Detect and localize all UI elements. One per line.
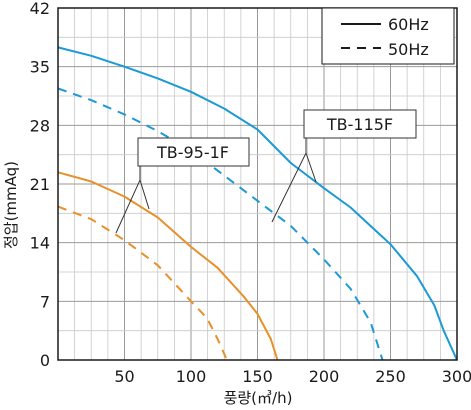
callout-label-tb-115f: TB-115F [326,115,393,134]
curve-tb-115f-50hz [57,87,384,361]
callout-label-tb-95-1f: TB-95-1F [156,143,229,162]
curve-tb-115f-60hz [57,46,458,361]
x-tick-label: 150 [242,367,273,386]
callout-box-tb-95-1f [137,137,250,167]
legend-label-50hz: 50Hz [388,40,429,59]
plot-border [57,7,458,361]
x-tick-label: 250 [375,367,406,386]
x-tick-label: 200 [309,367,340,386]
y-tick-label: 35 [30,58,50,77]
y-tick-label: 0 [40,351,50,370]
y-tick-label: 7 [40,292,50,311]
x-tick-label: 100 [176,367,207,386]
curve-tb-95-1f-50hz [57,205,228,361]
y-tick-label: 28 [30,116,50,135]
y-tick-label: 21 [30,175,50,194]
x-axis-label: 풍량(㎥/h) [224,389,293,407]
curve-tb-95-1f-60hz [57,171,279,361]
x-tick-label: 300 [442,367,471,386]
y-axis-label: 정압(mmAq) [2,161,20,249]
callout-leader-tb-115f [271,151,317,223]
callout-leader-tb-95-1f [115,178,150,234]
y-tick-labels: 0 7 14 21 28 35 42 [30,0,50,370]
y-tick-label: 42 [30,0,50,18]
callout-tb-95-1f: TB-95-1F [115,137,250,234]
x-tick-label: 50 [114,367,134,386]
y-tick-label: 14 [30,234,50,253]
legend: 60Hz 50Hz [321,7,455,65]
legend-label-60hz: 60Hz [388,15,429,34]
x-tick-labels: 50 100 150 200 250 300 [114,367,471,386]
callout-tb-115f: TB-115F [271,109,417,223]
performance-curves [57,46,458,361]
legend-box [321,7,455,65]
plot-frame [57,7,458,361]
callout-box-tb-115f [303,109,417,139]
